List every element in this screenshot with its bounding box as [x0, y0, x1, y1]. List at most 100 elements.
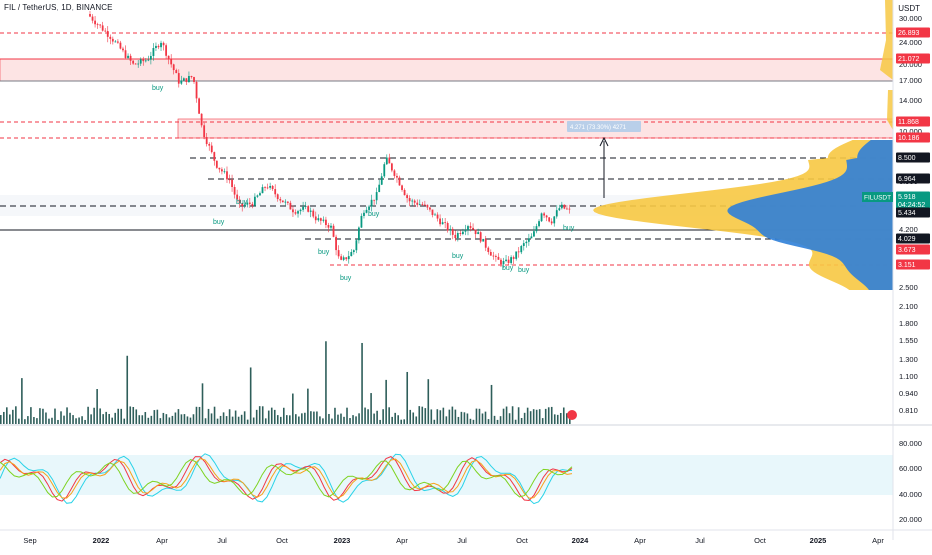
volume-bar — [292, 393, 294, 424]
candle-body — [279, 199, 282, 201]
candle-body — [467, 226, 469, 230]
volume-bar — [382, 409, 384, 424]
price-axis-tick: 24.000 — [899, 38, 922, 47]
candle-body — [104, 30, 107, 32]
time-axis-tick: Oct — [754, 536, 767, 545]
candle-body — [198, 98, 200, 114]
volume-bar — [499, 416, 502, 424]
price-label: 21.072 — [898, 56, 920, 63]
candle-body — [406, 195, 409, 199]
candle-body — [482, 238, 485, 242]
candle-body — [312, 210, 315, 217]
price-axis-tick: 1.100 — [899, 372, 918, 381]
volume-bar — [484, 411, 487, 424]
candle-body — [429, 207, 431, 210]
candle-body — [352, 250, 355, 253]
candle-body — [393, 170, 396, 176]
candle-body — [502, 260, 505, 265]
volume-bar — [75, 418, 77, 424]
time-axis-tick: Apr — [634, 536, 646, 545]
candle-body — [231, 179, 233, 188]
symbol-tag: FILUSDT — [864, 195, 891, 202]
volume-bar — [388, 407, 390, 424]
candle-body — [494, 255, 497, 257]
volume-bar — [511, 406, 514, 424]
volume-bar — [183, 414, 186, 424]
volume-bar — [433, 419, 436, 424]
candle-body — [441, 222, 444, 225]
candle-body — [322, 219, 325, 221]
candle-body — [149, 55, 152, 60]
symbol-name[interactable]: FIL / TetherUS — [4, 3, 57, 12]
candle-body — [449, 228, 452, 231]
candle-body — [398, 177, 401, 186]
candle-body — [152, 48, 155, 56]
oscillator-slow — [0, 459, 573, 498]
volume-bar — [415, 416, 418, 424]
volume-bar — [234, 410, 237, 424]
candle-body — [226, 171, 228, 180]
volume-bar — [355, 416, 357, 424]
volume-bar — [406, 371, 409, 424]
candle-body — [413, 200, 416, 203]
volume-bar — [120, 408, 123, 424]
volume-bar — [289, 415, 291, 424]
volume-bar — [418, 406, 421, 424]
candle-body — [380, 176, 383, 185]
volume-bar — [111, 417, 113, 424]
volume-bar — [15, 406, 17, 424]
volume-bar — [249, 367, 252, 424]
volume-bar — [538, 409, 541, 424]
candle-body — [355, 240, 358, 251]
volume-bar — [72, 415, 74, 424]
candle-body — [269, 185, 272, 188]
candle-body — [142, 59, 145, 62]
time-axis-tick: 2024 — [572, 536, 590, 545]
volume-bar — [298, 416, 300, 424]
volume-bar — [246, 419, 249, 424]
volume-bar — [550, 406, 553, 424]
candle-body — [218, 167, 221, 170]
candle-body — [370, 199, 373, 207]
volume-bar — [358, 413, 360, 424]
candle-body — [525, 241, 528, 244]
volume-bar — [364, 407, 366, 424]
price-axis-tick: 4.200 — [899, 225, 918, 234]
volume-bar — [523, 412, 526, 424]
volume-bar — [252, 417, 255, 424]
volume-bar — [313, 411, 315, 424]
candle-body — [292, 209, 294, 213]
volume-bar — [481, 413, 484, 424]
volume-bar — [316, 411, 318, 424]
volume-bar — [9, 414, 11, 424]
currency-label[interactable]: USDT — [898, 4, 920, 13]
candle-body — [175, 70, 178, 74]
volume-bar — [261, 406, 264, 424]
volume-bar — [436, 409, 439, 424]
candle-body — [489, 252, 492, 256]
candle-body — [144, 60, 147, 62]
volume-bar — [279, 416, 282, 424]
candle-body — [543, 213, 545, 216]
candle-body — [309, 210, 312, 212]
symbol-tag-box — [862, 192, 893, 202]
price-axis-tick: 2.500 — [899, 283, 918, 292]
buy-signal-label: buy — [452, 253, 464, 260]
candle-body — [299, 209, 302, 212]
volume-bar — [222, 412, 225, 424]
volume-bar — [273, 409, 276, 424]
volume-bar — [367, 409, 369, 424]
volume-bar — [105, 411, 107, 424]
candle-body — [378, 184, 381, 193]
candle-body — [185, 78, 188, 83]
volume-bar — [0, 415, 2, 424]
volume-bar — [228, 409, 231, 424]
price-label: 3.673 — [898, 247, 916, 254]
interval-label[interactable]: 1D — [61, 3, 72, 12]
volume-bar — [12, 409, 14, 424]
volume-bar — [472, 419, 475, 424]
candle-body — [261, 187, 264, 194]
volume-bar — [400, 419, 402, 424]
